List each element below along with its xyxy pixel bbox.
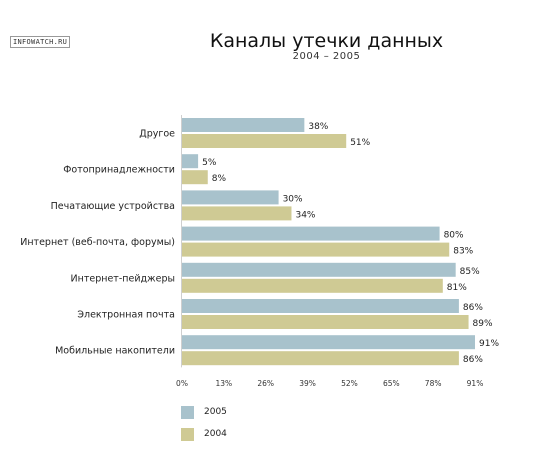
data-label: 81% bbox=[447, 283, 467, 293]
legend-item-2004: 2004 bbox=[181, 427, 227, 441]
data-label: 5% bbox=[202, 158, 217, 168]
x-tick-label: 0% bbox=[176, 379, 188, 388]
category-label: Другое bbox=[139, 129, 175, 140]
data-label: 85% bbox=[460, 267, 480, 277]
x-tick-label: 26% bbox=[257, 379, 274, 388]
data-label: 86% bbox=[463, 303, 483, 313]
bar-2004 bbox=[182, 242, 450, 257]
category-label: Интернет-пейджеры bbox=[71, 273, 175, 284]
data-label: 38% bbox=[308, 122, 328, 132]
bar-2005 bbox=[182, 118, 305, 132]
legend-label-2004: 2004 bbox=[204, 429, 227, 439]
bar-2005 bbox=[182, 190, 279, 205]
data-label: 34% bbox=[295, 210, 315, 220]
x-tick-label: 65% bbox=[383, 379, 400, 388]
legend: 2005 2004 bbox=[181, 405, 227, 449]
category-label: Печатающие устройства bbox=[51, 201, 175, 212]
category-label: Фотопринадлежности bbox=[63, 165, 175, 176]
bar-2004 bbox=[182, 134, 347, 148]
chart-subtitle: 2004 – 2005 bbox=[292, 51, 361, 62]
category-label: Интернет (веб-почта, форумы) bbox=[20, 237, 175, 248]
category-label: Электронная почта bbox=[77, 310, 175, 321]
data-label: 51% bbox=[350, 138, 370, 148]
bar-2005 bbox=[182, 335, 475, 350]
bar-2004 bbox=[182, 351, 459, 366]
legend-label-2005: 2005 bbox=[204, 407, 227, 417]
x-tick-label: 78% bbox=[425, 379, 442, 388]
watermark-logo: INFOWATCH.RU bbox=[10, 36, 71, 48]
data-label: 30% bbox=[283, 194, 303, 204]
bar-2004 bbox=[182, 315, 469, 329]
data-label: 83% bbox=[453, 247, 473, 257]
x-tick-label: 13% bbox=[216, 379, 233, 388]
category-label: Мобильные накопители bbox=[55, 346, 175, 357]
legend-swatch-2005 bbox=[181, 405, 194, 419]
bar-2005 bbox=[182, 262, 456, 277]
bar-2004 bbox=[182, 170, 208, 185]
legend-swatch-2004 bbox=[181, 427, 194, 441]
data-label: 89% bbox=[473, 319, 493, 329]
data-label: 80% bbox=[444, 231, 464, 241]
bar-2005 bbox=[182, 154, 199, 169]
data-label: 86% bbox=[463, 355, 483, 365]
legend-item-2005: 2005 bbox=[181, 405, 227, 419]
data-label: 91% bbox=[479, 339, 499, 349]
x-tick-label: 52% bbox=[341, 379, 358, 388]
bar-2005 bbox=[182, 226, 440, 241]
bar-2004 bbox=[182, 278, 443, 293]
x-tick-label: 39% bbox=[299, 379, 316, 388]
bar-2005 bbox=[182, 299, 459, 313]
data-label: 8% bbox=[212, 174, 227, 184]
bar-2004 bbox=[182, 206, 292, 221]
chart-title: Каналы утечки данных bbox=[209, 30, 444, 52]
x-tick-label: 91% bbox=[467, 379, 484, 388]
